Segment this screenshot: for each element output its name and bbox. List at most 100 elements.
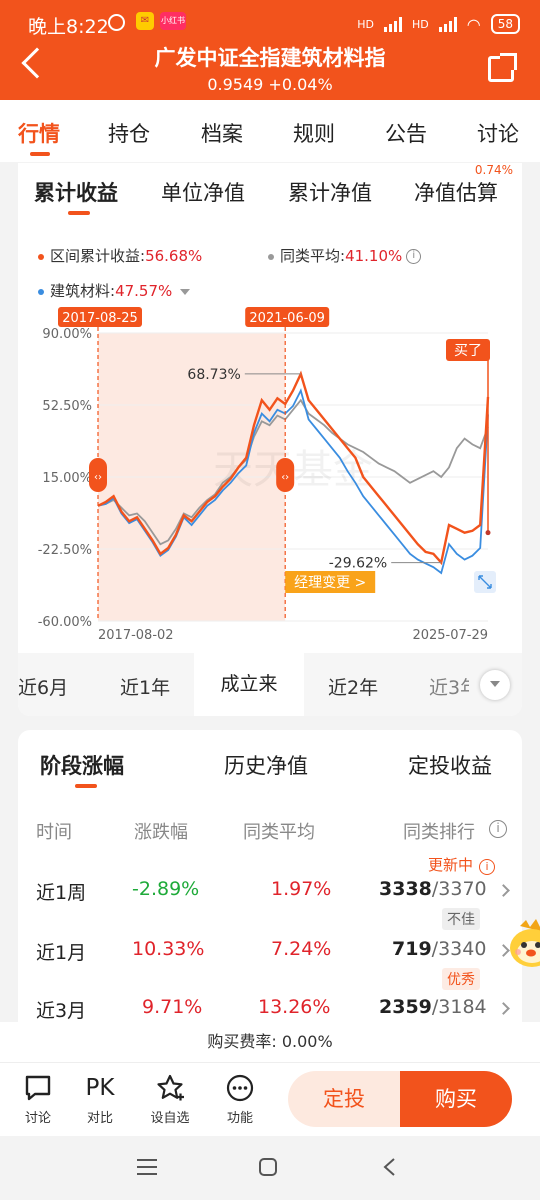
y-tick-label: 15.00% <box>42 471 92 486</box>
x-end-label: 2025-07-29 <box>412 628 488 643</box>
sip-button[interactable]: 定投 <box>288 1071 400 1127</box>
period-1y[interactable]: 近1年 <box>120 677 171 699</box>
legend-peer-value: 41.10% <box>345 247 403 265</box>
buy-button[interactable]: 购买 <box>400 1071 512 1127</box>
y-tick-label: -60.00% <box>38 615 92 630</box>
tab-market[interactable]: 行情 <box>18 122 60 146</box>
row-change: -2.89% <box>132 878 200 900</box>
subtab-cumulative-return[interactable]: 累计收益 <box>34 181 118 205</box>
system-nav-bar <box>0 1136 540 1200</box>
period-6m[interactable]: 近6月 <box>18 677 69 699</box>
pk-icon: PK <box>85 1075 115 1101</box>
comment-icon <box>25 1075 51 1101</box>
network-label-2: HD <box>412 17 429 31</box>
legend-dot-fund <box>38 253 44 260</box>
expand-icon <box>478 575 492 589</box>
row-peer-avg: 7.24% <box>271 938 332 960</box>
info-icon[interactable]: i <box>406 249 422 264</box>
range-end-handle <box>276 458 295 492</box>
rank-updating-label: 更新中 i <box>428 854 496 875</box>
wifi-icon: ◠ <box>466 14 481 34</box>
period-2y[interactable]: 近2年 <box>328 677 379 699</box>
chevron-right-icon <box>497 1002 510 1015</box>
rank-position: 3338 <box>379 878 432 900</box>
series-line-1 <box>97 398 489 546</box>
tab-holdings[interactable]: 持仓 <box>108 122 150 146</box>
subtab-nav-estimate[interactable]: 净值估算 <box>414 181 498 205</box>
performance-card: 阶段涨幅 历史净值 定投收益 时间 涨跌幅 同类平均 同类排行 i 更新中 i 近… <box>18 730 522 1022</box>
updating-info-icon[interactable]: i <box>479 859 496 875</box>
buy-marker-dot <box>485 530 491 536</box>
return-chart[interactable]: 90.00%52.50%15.00%-22.50%-60.00%天天基金2017… <box>18 303 522 648</box>
subtab-indicator <box>68 211 90 215</box>
range-end-label: 2021-06-09 <box>249 311 325 326</box>
tab-profile[interactable]: 档案 <box>201 122 243 146</box>
perf-tab-stage[interactable]: 阶段涨幅 <box>40 754 124 778</box>
subtab-unit-nav[interactable]: 单位净值 <box>161 181 245 205</box>
header-period: 时间 <box>36 822 72 843</box>
rank-position: 719 <box>392 938 432 960</box>
row-rank: 3338/3370 <box>379 878 487 900</box>
row-rank: 2359/3184 <box>379 996 487 1018</box>
manager-change-label: 经理变更 > <box>294 575 366 591</box>
period-3y[interactable]: 近3年 <box>429 677 469 699</box>
rank-total: /3184 <box>431 996 487 1018</box>
bottom-functions-label: 功能 <box>226 1111 253 1126</box>
subtab-cumulative-nav[interactable]: 累计净值 <box>288 181 372 205</box>
row-change: 10.33% <box>132 938 205 960</box>
legend-fund-label: 区间累计收益: <box>50 247 146 265</box>
legend-dot-index <box>38 288 44 295</box>
estimate-badge: 0.74% <box>471 163 516 177</box>
table-row[interactable]: 近3月 9.71% 13.26% 2359/3184 <box>18 990 522 1022</box>
period-tabs: 近6月 近1年 成立来 近2年 近3年 <box>18 653 522 716</box>
status-right: HD HD ◠ 58 <box>357 14 520 34</box>
fund-title: 广发中证全指建筑材料指 <box>154 46 386 70</box>
rank-info-icon[interactable]: i <box>489 820 507 838</box>
perf-tab-sip-return[interactable]: 定投收益 <box>408 754 492 778</box>
rank-tag: 不佳 <box>442 908 480 930</box>
rank-total: /3340 <box>431 938 487 960</box>
mascot-assistant-icon[interactable] <box>506 918 540 970</box>
row-period: 近1周 <box>36 882 87 904</box>
range-start-handle <box>89 458 107 492</box>
purchase-fee: 购买费率: 0.00% <box>0 1022 540 1062</box>
menu-icon[interactable] <box>136 1158 158 1176</box>
row-period: 近3月 <box>36 1000 87 1022</box>
period-since-inception[interactable]: 成立来 <box>194 653 304 716</box>
bottom-discuss[interactable]: 讨论 <box>8 1073 68 1126</box>
handle-arrows: ‹› <box>94 472 102 483</box>
tab-announcements[interactable]: 公告 <box>385 122 427 146</box>
handle-arrows: ‹› <box>281 472 289 483</box>
status-bar: 晚上8:22 ✉ 小红书 HD HD ◠ 58 <box>0 0 540 44</box>
tab-rules[interactable]: 规则 <box>293 122 335 146</box>
row-period: 近1月 <box>36 942 87 964</box>
perf-tab-history-nav[interactable]: 历史净值 <box>224 754 308 778</box>
legend-index[interactable]: 建筑材料:47.57% <box>38 280 191 301</box>
manager-change-bg <box>285 571 376 593</box>
bottom-add-watchlist[interactable]: 设自选 <box>140 1073 200 1126</box>
alarm-icon <box>108 14 125 31</box>
row-change: 9.71% <box>142 996 203 1018</box>
max-value-label: 68.73% <box>187 367 240 383</box>
notification-app-icon: ✉ <box>136 12 154 30</box>
table-row[interactable]: 近1月 10.33% 7.24% 719/3340 优秀 <box>18 930 522 990</box>
tab-indicator <box>30 152 50 156</box>
rank-position: 2359 <box>379 996 432 1018</box>
share-icon[interactable] <box>488 53 517 82</box>
bottom-functions[interactable]: 功能 <box>210 1073 270 1126</box>
perf-tab-indicator <box>75 784 97 788</box>
main-tabs: 行情 持仓 档案 规则 公告 讨论 <box>0 100 540 162</box>
y-tick-label: 90.00% <box>42 327 92 342</box>
bottom-compare[interactable]: PK 对比 <box>70 1073 130 1126</box>
buy-marker-bg <box>446 339 490 361</box>
x-start-label: 2017-08-02 <box>98 628 174 643</box>
min-value-label: -29.62% <box>329 556 387 572</box>
table-row[interactable]: 近1周 -2.89% 1.97% 3338/3370 不佳 <box>18 870 522 930</box>
home-icon[interactable] <box>258 1157 278 1177</box>
row-peer-avg: 13.26% <box>258 996 331 1018</box>
header-peer-rank: 同类排行 <box>403 822 475 843</box>
more-periods-chevron-icon[interactable] <box>480 670 510 700</box>
tab-discussion[interactable]: 讨论 <box>477 122 519 146</box>
xiaohongshu-icon: 小红书 <box>160 12 186 30</box>
back-icon[interactable] <box>382 1157 396 1177</box>
